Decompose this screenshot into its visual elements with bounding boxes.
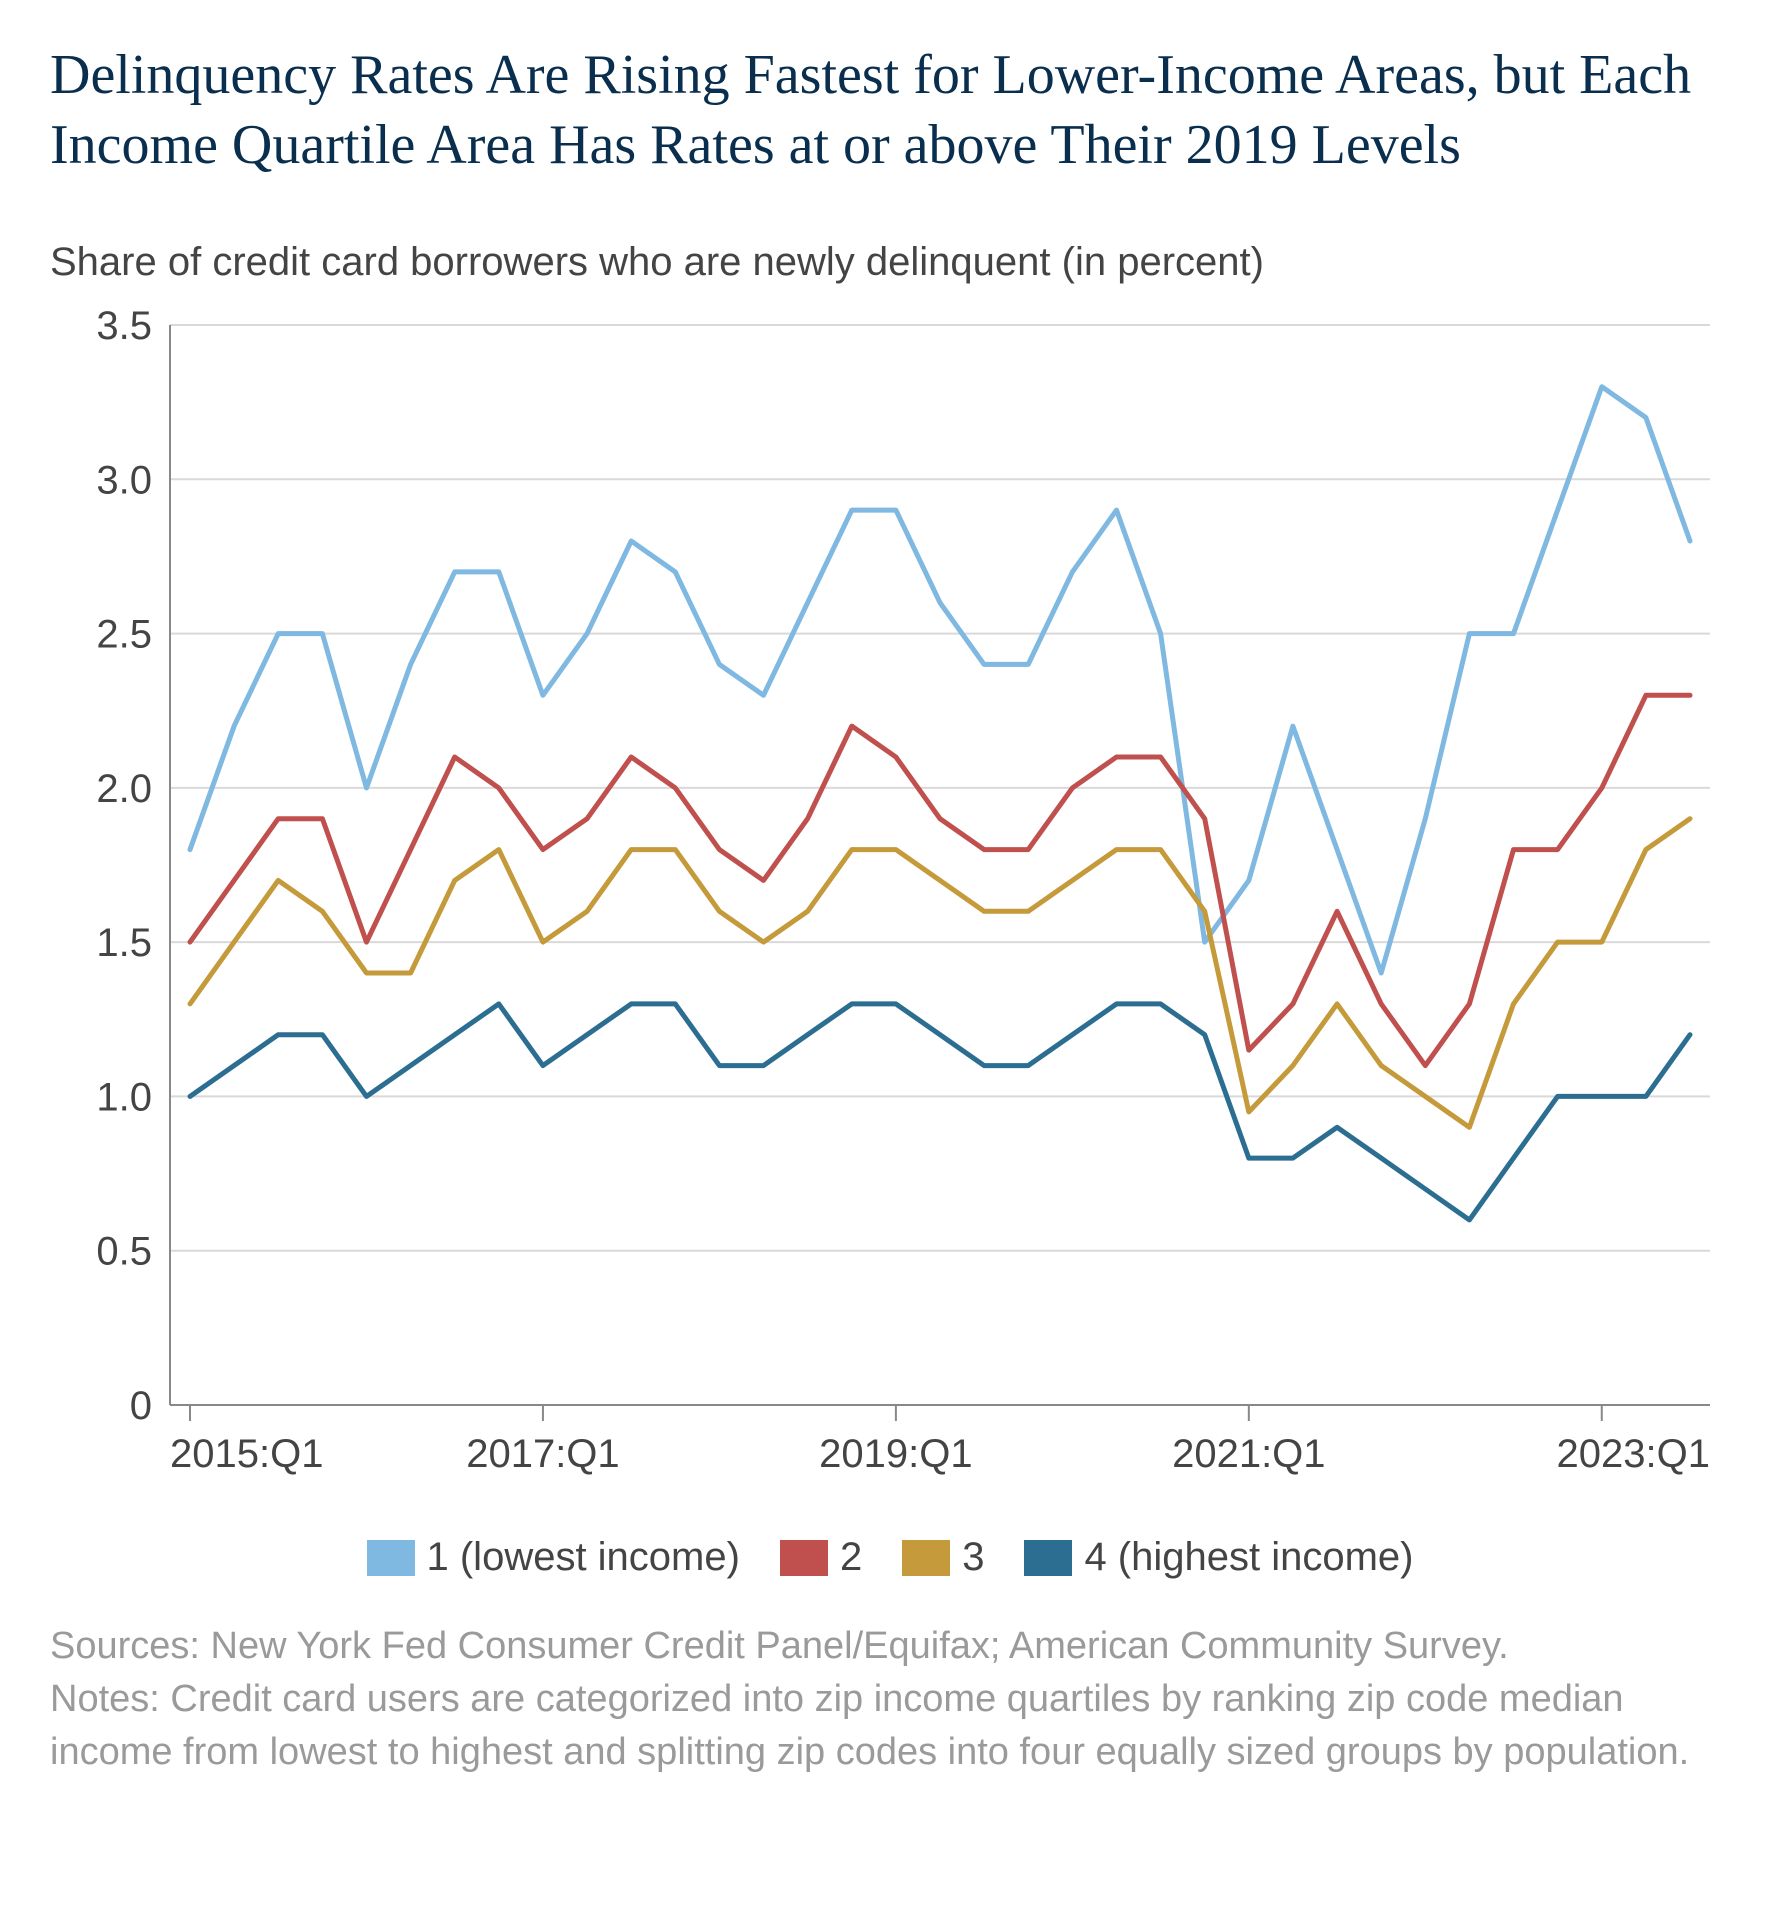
y-tick-label: 0.5 — [96, 1230, 152, 1274]
line-chart: 0 0.5 1.0 1.5 2.0 2.5 3.0 3.5 2015:Q1 2017:Q1 2019… — [50, 305, 1730, 1505]
legend-label: 3 — [962, 1535, 984, 1580]
y-tick-label: 2.5 — [96, 613, 152, 657]
legend-swatch — [1024, 1540, 1072, 1576]
y-tick-label: 2.0 — [96, 767, 152, 811]
x-tick-label: 2015:Q1 — [170, 1432, 323, 1476]
sources-text: Sources: New York Fed Consumer Credit Pa… — [50, 1620, 1730, 1673]
legend-swatch — [780, 1540, 828, 1576]
legend-label: 2 — [840, 1535, 862, 1580]
series-q1 — [190, 387, 1690, 973]
y-tick-label: 1.0 — [96, 1075, 152, 1119]
series-q3 — [190, 819, 1690, 1128]
chart-footer: Sources: New York Fed Consumer Credit Pa… — [50, 1620, 1730, 1780]
legend-item: 3 — [902, 1535, 984, 1580]
x-tick-label: 2021:Q1 — [1172, 1432, 1325, 1476]
legend-label: 1 (lowest income) — [427, 1535, 740, 1580]
series-q4 — [190, 1004, 1690, 1220]
legend-swatch — [367, 1540, 415, 1576]
legend: 1 (lowest income) 2 3 4 (highest income) — [50, 1535, 1730, 1580]
legend-item: 2 — [780, 1535, 862, 1580]
chart-title: Delinquency Rates Are Rising Fastest for… — [50, 40, 1730, 180]
y-tick-label: 0 — [130, 1384, 152, 1428]
chart-container: 0 0.5 1.0 1.5 2.0 2.5 3.0 3.5 2015:Q1 2017:Q1 2019… — [50, 305, 1730, 1505]
y-tick-label: 3.0 — [96, 458, 152, 502]
legend-item: 4 (highest income) — [1024, 1535, 1413, 1580]
x-tick-label: 2017:Q1 — [466, 1432, 619, 1476]
y-tick-label: 1.5 — [96, 921, 152, 965]
y-tick-label: 3.5 — [96, 305, 152, 348]
x-tick-label: 2019:Q1 — [819, 1432, 972, 1476]
legend-item: 1 (lowest income) — [367, 1535, 740, 1580]
x-tick-label: 2023:Q1 — [1557, 1432, 1710, 1476]
legend-swatch — [902, 1540, 950, 1576]
legend-label: 4 (highest income) — [1084, 1535, 1413, 1580]
chart-subtitle: Share of credit card borrowers who are n… — [50, 240, 1730, 285]
notes-text: Notes: Credit card users are categorized… — [50, 1673, 1730, 1779]
